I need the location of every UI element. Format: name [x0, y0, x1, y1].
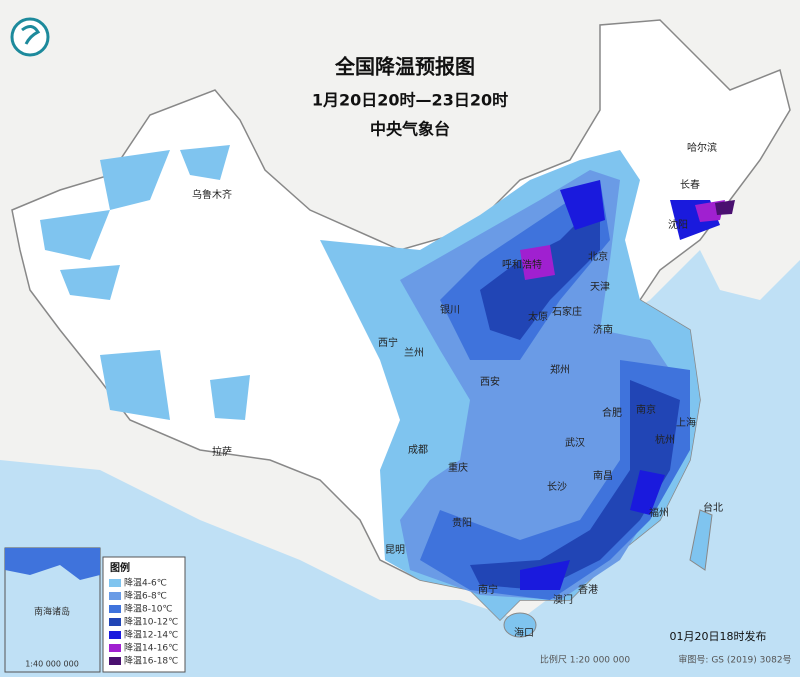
legend-label: 降温8-10℃: [124, 603, 173, 615]
city: 合肥: [602, 406, 622, 419]
hainan: [503, 612, 537, 638]
city: 重庆: [448, 461, 468, 474]
legend-label: 降温14-16℃: [124, 642, 178, 654]
city: 天津: [590, 281, 610, 293]
legend-label: 降温12-14℃: [124, 629, 178, 641]
legend-label: 降温10-12℃: [124, 616, 178, 628]
city: 海口: [514, 626, 534, 639]
legend-label: 降温16-18℃: [124, 655, 178, 667]
city: 济南: [593, 323, 613, 336]
logo-mark: [21, 25, 41, 45]
inset-title: 南海诸岛: [34, 606, 70, 618]
city: 福州: [649, 506, 669, 519]
city-labels: 乌鲁木齐 哈尔滨 长春 沈阳 呼和浩特 北京 天津 石家庄 太原 银川 济南 西…: [192, 141, 723, 639]
period: 1月20日20时—23日20时: [312, 91, 508, 110]
city: 香港: [578, 584, 598, 596]
area-10-12: [470, 200, 680, 590]
city: 哈尔滨: [687, 141, 717, 154]
legend-swatch: [109, 657, 121, 665]
legend-swatch: [109, 631, 121, 639]
city: 武汉: [565, 436, 585, 449]
taiwan: [689, 509, 713, 571]
city: 银川: [440, 303, 460, 316]
title: 全国降温预报图: [334, 55, 475, 79]
legend-swatch: [109, 618, 121, 626]
legend-title: 图例: [110, 561, 130, 574]
city: 长春: [680, 179, 700, 191]
city: 北京: [588, 250, 608, 263]
city: 呼和浩特: [502, 259, 542, 271]
city: 杭州: [655, 433, 675, 446]
legend-swatch: [109, 592, 121, 600]
city: 西安: [480, 375, 500, 388]
inset-land: [5, 548, 100, 580]
legend-swatch: [109, 605, 121, 613]
area-14-16: [520, 200, 725, 280]
city: 成都: [408, 444, 428, 456]
legend-swatch: [109, 579, 121, 587]
release-time: 01月20日18时发布: [670, 629, 767, 643]
city: 台北: [703, 501, 723, 514]
legend-swatch: [109, 644, 121, 652]
legend-box: [102, 556, 186, 673]
approval-number: 审图号: GS (2019) 3082号: [678, 654, 791, 666]
city: 西宁: [378, 336, 398, 349]
inset-scale: 1:40 000 000: [25, 660, 79, 669]
city: 沈阳: [668, 218, 688, 231]
issuer: 中央气象台: [370, 120, 450, 139]
legend-label: 降温4-6℃: [124, 577, 167, 589]
city: 南宁: [478, 583, 498, 596]
city: 郑州: [550, 363, 570, 376]
map-scale: 比例尺 1:20 000 000: [540, 654, 630, 666]
area-16-18: [715, 200, 735, 215]
city: 兰州: [404, 346, 424, 359]
city: 上海: [676, 416, 696, 429]
city: 南京: [636, 403, 656, 416]
legend-label: 降温6-8℃: [124, 590, 167, 602]
city: 南昌: [593, 469, 613, 482]
city: 石家庄: [552, 305, 582, 318]
legend-items: 降温4-6℃降温6-8℃降温8-10℃降温10-12℃降温12-14℃降温14-…: [109, 577, 178, 667]
area-west: [40, 145, 250, 420]
city: 澳门: [553, 593, 573, 606]
city: 拉萨: [212, 445, 232, 458]
city: 贵阳: [452, 516, 472, 529]
city: 乌鲁木齐: [192, 188, 232, 201]
city: 太原: [528, 310, 548, 323]
city: 长沙: [547, 481, 567, 493]
city: 昆明: [385, 544, 405, 556]
